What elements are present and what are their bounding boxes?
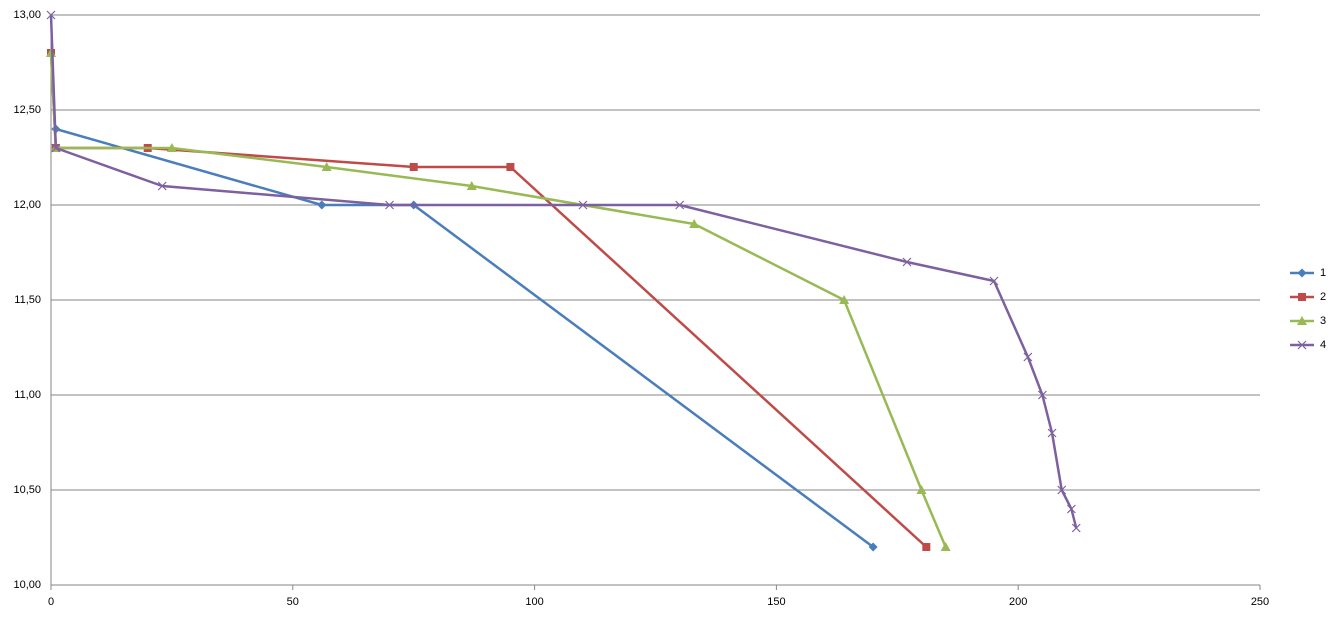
marker bbox=[321, 162, 332, 171]
marker bbox=[1047, 428, 1057, 438]
marker bbox=[922, 543, 931, 551]
marker bbox=[989, 276, 999, 286]
legend-label: 3 bbox=[1320, 315, 1326, 327]
marker bbox=[51, 143, 61, 153]
marker bbox=[1297, 268, 1307, 278]
y-tick-label: 11,00 bbox=[14, 389, 41, 401]
marker bbox=[385, 200, 394, 210]
y-tick-label: 10,50 bbox=[13, 484, 41, 496]
legend-label: 1 bbox=[1320, 267, 1326, 279]
series-line bbox=[55, 127, 874, 549]
x-tick-label: 150 bbox=[767, 596, 785, 608]
y-tick-label: 11,50 bbox=[14, 294, 41, 306]
marker bbox=[1297, 316, 1307, 325]
marker bbox=[868, 542, 878, 552]
x-tick-label: 200 bbox=[1009, 596, 1027, 608]
y-tick-label: 12,50 bbox=[13, 104, 41, 116]
legend-label: 4 bbox=[1320, 339, 1326, 351]
marker bbox=[689, 219, 700, 228]
marker bbox=[1037, 390, 1047, 400]
marker bbox=[1298, 293, 1306, 301]
marker bbox=[1066, 504, 1076, 514]
marker bbox=[166, 143, 177, 152]
marker bbox=[839, 295, 850, 304]
x-tick-label: 100 bbox=[525, 596, 543, 608]
marker bbox=[1071, 523, 1081, 533]
x-tick-label: 250 bbox=[1251, 596, 1269, 608]
legend-label: 2 bbox=[1320, 291, 1326, 303]
marker bbox=[46, 10, 56, 20]
y-tick-label: 13,00 bbox=[13, 9, 41, 21]
marker bbox=[506, 163, 515, 171]
y-tick-label: 10,00 bbox=[13, 579, 41, 591]
marker bbox=[675, 200, 685, 210]
marker bbox=[940, 542, 951, 551]
marker bbox=[409, 163, 418, 171]
marker bbox=[157, 181, 167, 191]
marker bbox=[902, 257, 912, 267]
x-tick-label: 50 bbox=[287, 596, 299, 608]
marker bbox=[578, 200, 588, 210]
marker bbox=[916, 485, 927, 494]
marker bbox=[1057, 485, 1067, 495]
x-tick-label: 0 bbox=[48, 596, 54, 608]
marker bbox=[317, 200, 327, 210]
series-line bbox=[49, 14, 1078, 529]
marker bbox=[1023, 352, 1033, 362]
marker bbox=[1297, 340, 1307, 350]
y-tick-label: 12,00 bbox=[13, 199, 41, 211]
marker bbox=[466, 181, 477, 190]
